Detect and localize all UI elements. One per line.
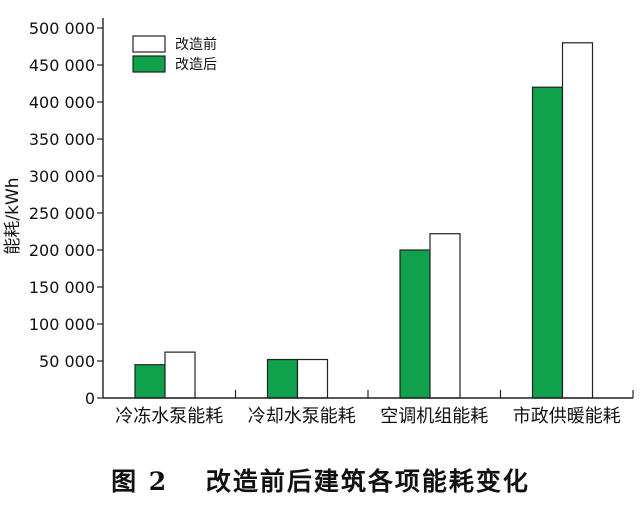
y-tick-label: 400 000 [29, 93, 95, 112]
y-axis-ticks: 0 50 000 100 000 150 000 200 000 250 000 300 0… [29, 19, 103, 408]
chart-svg: 能耗/kWh 0 50 000 100 000 150 000 200 000 250 0… [3, 18, 634, 427]
legend-label: 改造前 [175, 36, 217, 53]
x-tick-label: 市政供暖能耗 [513, 406, 621, 427]
y-tick-label: 500 000 [29, 19, 95, 38]
y-tick-label: 0 [85, 389, 95, 408]
bar-before-3 [429, 233, 461, 399]
legend-swatch [132, 35, 166, 53]
x-tick-label: 冷却水泵能耗 [248, 406, 356, 427]
legend-swatch [132, 55, 166, 73]
bar-before-1 [164, 351, 196, 399]
y-tick-label: 200 000 [29, 241, 95, 260]
y-tick-label: 350 000 [29, 130, 95, 149]
y-axis-label: 能耗/kWh [3, 177, 23, 254]
y-tick-label: 50 000 [39, 352, 95, 371]
legend-label: 改造后 [175, 57, 217, 73]
bar-before-2 [296, 358, 329, 399]
figure-caption: 图 2 改造前后建筑各项能耗变化 [111, 467, 530, 496]
y-tick-label: 150 000 [29, 278, 95, 297]
bar-after-2 [266, 358, 299, 399]
bar-after-1 [134, 364, 166, 399]
bar-after-3 [399, 249, 431, 399]
y-tick-label: 100 000 [29, 315, 95, 334]
bar-before-4 [561, 42, 594, 399]
axes [102, 18, 634, 399]
x-axis-tick-labels: 冷冻水泵能耗 冷却水泵能耗 空调机组能耗 市政供暖能耗 [115, 406, 621, 427]
y-tick-label: 450 000 [29, 56, 95, 75]
y-tick-label: 300 000 [29, 167, 95, 186]
y-axis-label-group: 能耗/kWh [3, 177, 23, 254]
x-tick-label: 空调机组能耗 [380, 406, 488, 427]
y-tick-label: 250 000 [29, 204, 95, 223]
x-tick-label: 冷冻水泵能耗 [115, 406, 223, 427]
energy-bar-chart: 能耗/kWh 0 50 000 100 000 150 000 200 000 250 0… [3, 18, 634, 427]
bar-after-4 [531, 86, 564, 399]
bars [134, 42, 594, 399]
